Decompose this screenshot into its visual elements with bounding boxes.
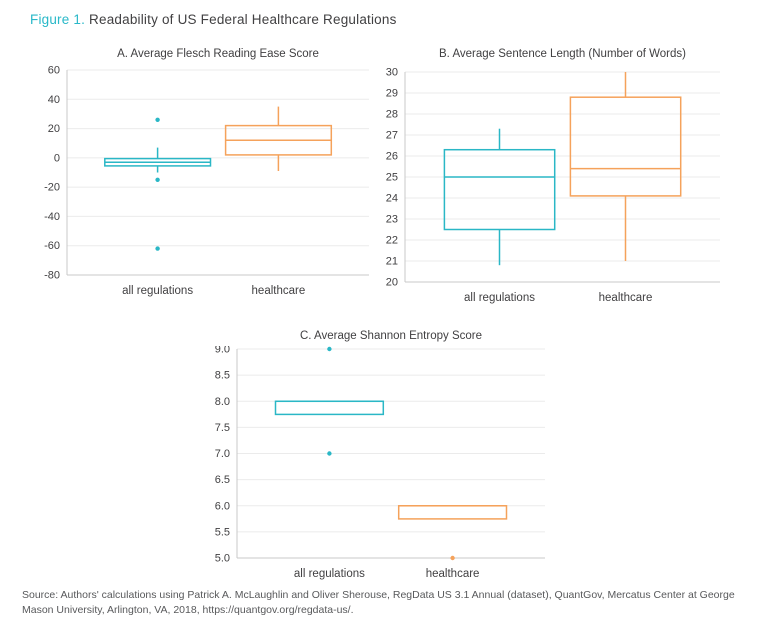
panel-c-title: C. Average Shannon Entropy Score <box>300 330 482 342</box>
y-tick-label: 5.0 <box>215 553 230 565</box>
y-tick-label: 8.5 <box>215 370 230 382</box>
y-tick-label: -80 <box>44 270 60 282</box>
outlier-point <box>327 451 332 456</box>
box <box>274 400 385 416</box>
y-tick-label: 7.5 <box>215 422 230 434</box>
y-tick-label: -60 <box>44 240 60 252</box>
y-tick-label: 21 <box>386 256 398 268</box>
y-tick-label: -40 <box>44 211 60 223</box>
panel-b-title: B. Average Sentence Length (Number of Wo… <box>439 48 686 60</box>
panel-a-title: A. Average Flesch Reading Ease Score <box>117 48 319 60</box>
panel-a-boxplot: 60 40 20 0 -20 -40 -60 -80 all regulations health… <box>44 65 369 297</box>
box <box>397 505 508 520</box>
y-tick-label: 7.0 <box>215 448 230 460</box>
y-tick-label: -20 <box>44 182 60 194</box>
y-tick-label: 30 <box>386 67 398 79</box>
figure-label: Figure 1. <box>30 12 86 27</box>
y-tick-label: 8.0 <box>215 396 230 408</box>
outlier-point <box>155 177 160 182</box>
box <box>569 96 682 197</box>
outlier-point <box>155 117 160 122</box>
category-label: healthcare <box>426 568 480 580</box>
outlier-point <box>327 346 332 352</box>
y-tick-label: 20 <box>386 277 398 289</box>
y-tick-label: 6.5 <box>215 474 230 486</box>
y-tick-label: 28 <box>386 109 398 121</box>
panel-flesch-reading-ease: A. Average Flesch Reading Ease Score 60 4… <box>30 48 375 306</box>
panel-c-boxplot: 9.0 8.5 8.0 7.5 7.0 6.5 6.0 5.5 5.0 all regulatio… <box>215 346 545 580</box>
figure-title-text: Readability of US Federal Healthcare Reg… <box>89 12 397 27</box>
y-tick-label: 27 <box>386 130 398 142</box>
y-tick-label: 60 <box>48 65 60 77</box>
y-tick-label: 23 <box>386 214 398 226</box>
y-tick-label: 5.5 <box>215 526 230 538</box>
y-tick-label: 22 <box>386 235 398 247</box>
outlier-point <box>155 246 160 251</box>
figure-title: Figure 1. Readability of US Federal Heal… <box>30 12 397 27</box>
y-tick-label: 20 <box>48 123 60 135</box>
y-tick-label: 29 <box>386 88 398 100</box>
y-tick-label: 24 <box>386 193 398 205</box>
category-label: all regulations <box>122 285 193 297</box>
category-label: healthcare <box>599 292 653 304</box>
panel-b-boxplot: 30 29 28 27 26 25 24 23 22 21 20 all regulations hea… <box>386 67 720 304</box>
panel-sentence-length: B. Average Sentence Length (Number of Wo… <box>383 48 723 313</box>
category-label: healthcare <box>252 285 306 297</box>
y-tick-label: 40 <box>48 94 60 106</box>
category-label: all regulations <box>464 292 535 304</box>
outlier-point <box>450 555 455 561</box>
box <box>443 148 556 231</box>
panel-shannon-entropy: C. Average Shannon Entropy Score 9.0 8.5 8… <box>200 330 550 589</box>
y-tick-label: 25 <box>386 172 398 184</box>
y-tick-label: 9.0 <box>215 346 230 356</box>
y-tick-label: 6.0 <box>215 500 230 512</box>
y-tick-label: 26 <box>386 151 398 163</box>
category-label: all regulations <box>294 568 365 580</box>
y-tick-label: 0 <box>54 152 60 164</box>
source-note: Source: Authors' calculations using Patr… <box>22 589 735 617</box>
